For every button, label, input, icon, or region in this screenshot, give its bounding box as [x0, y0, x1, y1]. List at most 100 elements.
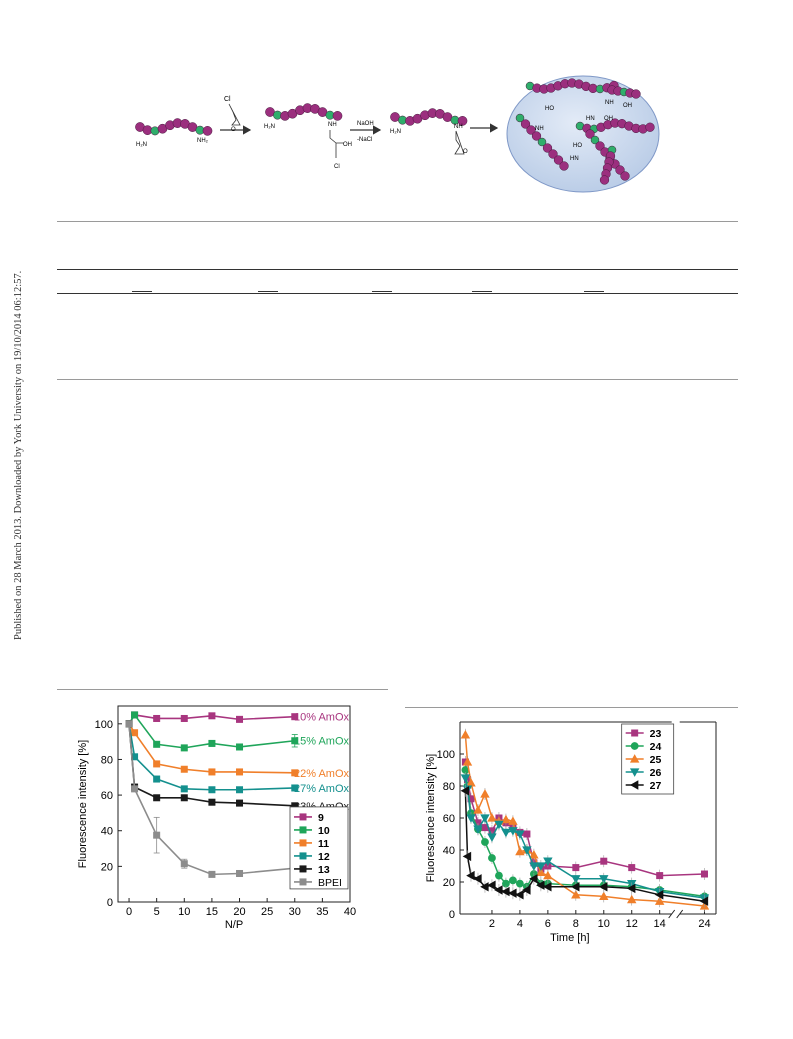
- naoh-label: NaOH: [357, 121, 374, 127]
- x-tick-label: 6: [545, 918, 551, 930]
- data-point-27: [466, 870, 475, 881]
- data-point-10: [180, 744, 188, 752]
- data-point-27: [626, 883, 636, 894]
- polymer-bead: [202, 126, 213, 136]
- figure-right-rule: [405, 707, 738, 708]
- legend-label: BPEI: [318, 877, 342, 889]
- data-point-26: [494, 820, 504, 830]
- data-point-10: [208, 739, 216, 747]
- data-point-25: [462, 757, 473, 766]
- nacl-label: -NaCl: [357, 137, 372, 143]
- column-dash: [258, 291, 278, 292]
- x-tick-label: 15: [206, 906, 218, 918]
- data-point-13: [236, 799, 244, 807]
- curve-annotation: 22% AmOx: [294, 768, 350, 780]
- data-point-12: [153, 775, 161, 783]
- data-point-24: [509, 876, 517, 885]
- data-point-26: [501, 828, 511, 838]
- reaction-scheme: Cl O NaOH -NaCl H₂N NH₂ H₂N NH OH Cl H₂N…: [135, 75, 660, 193]
- svg-text:O: O: [463, 149, 468, 155]
- polymer-bead: [599, 175, 610, 185]
- data-point-11: [131, 729, 139, 737]
- data-point-BPEI: [208, 870, 216, 878]
- data-point-23: [572, 864, 580, 872]
- data-point-9: [236, 715, 244, 723]
- axis-break-mark: [668, 909, 676, 919]
- y-tick-label: 0: [449, 909, 455, 921]
- table-header-rule: [57, 269, 738, 270]
- data-point-23: [628, 864, 636, 872]
- data-point-27: [543, 882, 552, 892]
- data-point-27: [570, 882, 580, 892]
- legend-marker: [629, 754, 640, 763]
- data-point-27: [529, 874, 538, 884]
- y-tick-label: 20: [443, 877, 455, 889]
- polymer-bead: [645, 122, 655, 132]
- crosslinked-network: [515, 78, 655, 185]
- x-tick-label: 30: [289, 906, 301, 918]
- column-dash: [472, 291, 492, 292]
- data-point-25: [599, 891, 609, 901]
- data-point-26: [515, 830, 525, 839]
- data-point-11: [153, 760, 161, 768]
- polymer-bead: [531, 131, 542, 141]
- column-dash: [372, 291, 392, 292]
- legend-marker: [630, 742, 639, 750]
- data-point-23: [523, 830, 531, 838]
- y-tick-label: 20: [101, 861, 113, 873]
- data-point-26: [480, 814, 490, 823]
- svg-text:OH: OH: [604, 116, 613, 122]
- data-point-23: [656, 872, 664, 880]
- legend-label: 13: [318, 864, 330, 876]
- data-point-26: [522, 846, 532, 855]
- series-line-26: [464, 777, 705, 899]
- legend-marker: [299, 813, 307, 821]
- data-point-25: [571, 889, 581, 899]
- data-point-26: [543, 857, 553, 867]
- data-point-BPEI: [125, 720, 133, 728]
- data-point-27: [501, 886, 510, 897]
- amine-node: [537, 137, 547, 147]
- plot-frame: [117, 705, 351, 903]
- y-tick-label: 80: [443, 781, 455, 793]
- data-point-24: [495, 871, 503, 880]
- data-point-27: [487, 880, 496, 890]
- y-tick-label: 60: [443, 813, 455, 825]
- y-tick-label: 100: [437, 749, 455, 761]
- svg-text:H₂N: H₂N: [264, 124, 275, 130]
- svg-text:OH: OH: [343, 142, 352, 148]
- x-tick-label: 4: [517, 918, 523, 930]
- svg-text:H₂N: H₂N: [390, 129, 401, 135]
- data-point-11: [236, 768, 244, 776]
- data-point-26: [487, 833, 497, 843]
- polymer-bead: [615, 165, 625, 175]
- polymer-bead: [332, 111, 343, 121]
- legend-label: 11: [318, 838, 329, 850]
- svg-text:Cl: Cl: [224, 96, 231, 103]
- data-point-27: [494, 885, 503, 895]
- data-point-12: [180, 785, 188, 793]
- data-point-13: [208, 798, 216, 806]
- data-point-BPEI: [180, 860, 188, 868]
- x-tick-label: 20: [233, 906, 245, 918]
- data-point-26: [599, 875, 609, 884]
- polymer-bead: [548, 149, 558, 159]
- x-axis-label: Time [h]: [550, 932, 589, 944]
- download-notice-text: Published on 28 March 2013. Downloaded b…: [13, 270, 24, 640]
- data-point-11: [180, 765, 188, 773]
- svg-text:NH: NH: [454, 124, 463, 130]
- data-point-12: [291, 784, 299, 792]
- legend-label: 23: [650, 728, 662, 740]
- x-tick-label: 40: [344, 906, 356, 918]
- data-point-27: [536, 880, 545, 890]
- curve-annotation: 27% AmOx: [294, 783, 350, 795]
- data-point-9: [291, 713, 299, 721]
- x-tick-label: 8: [573, 918, 579, 930]
- data-point-25: [473, 805, 483, 814]
- legend-marker: [299, 865, 307, 873]
- polymer-bead: [559, 161, 569, 171]
- epichlorohydrin-structure: Cl O: [224, 96, 241, 133]
- data-point-BPEI: [153, 831, 161, 839]
- table-bottom-rule: [57, 379, 738, 380]
- legend-marker: [299, 852, 307, 860]
